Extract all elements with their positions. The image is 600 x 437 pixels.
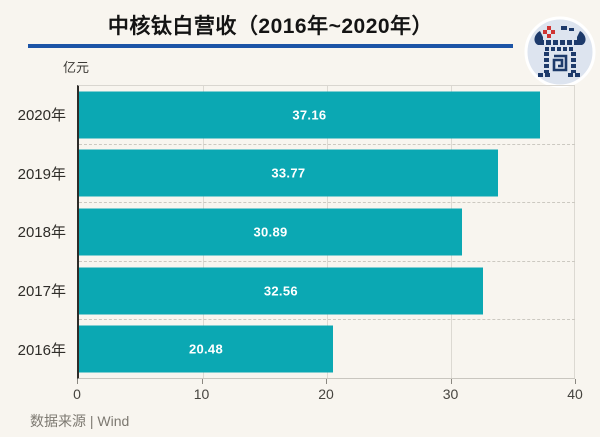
category-label: 2018年 — [17, 224, 66, 242]
revenue-bar: 33.77 — [79, 149, 498, 197]
brand-logo — [523, 15, 597, 89]
axis-tick-label: 0 — [73, 386, 81, 402]
axis-tick-label: 20 — [318, 386, 334, 402]
category-label: 2020年 — [17, 106, 66, 124]
bar-row: 32.56 — [79, 262, 575, 321]
bar-value-label: 30.89 — [253, 224, 288, 240]
title-underline — [28, 44, 513, 48]
bar-row: 20.48 — [79, 320, 575, 378]
bar-row: 37.16 — [79, 86, 575, 145]
axis-tick — [575, 379, 576, 384]
gate-icon — [524, 16, 596, 88]
axis-tick — [326, 379, 327, 384]
axis-tick-label: 30 — [442, 386, 459, 402]
axis-tick — [201, 379, 203, 384]
category-label: 2017年 — [17, 283, 66, 301]
bar-value-label: 20.48 — [188, 341, 223, 357]
category-label: 2016年 — [17, 342, 66, 360]
bar-rows: 37.16 33.77 30.89 32.56 20.48 — [79, 86, 575, 378]
chart-title: 中核钛白营收（2016年~2020年） — [107, 15, 434, 38]
bar-value-label: 33.77 — [271, 165, 306, 181]
bar-value-label: 37.16 — [292, 107, 327, 123]
bar-row: 30.89 — [79, 203, 575, 262]
bar-row: 33.77 — [79, 145, 575, 204]
category-axis: 2020年 2019年 2018年 2017年 2016年 — [0, 85, 70, 379]
plot-area: 37.16 33.77 30.89 32.56 20.48 — [77, 85, 575, 379]
bar-value-label: 32.56 — [263, 283, 298, 299]
revenue-bar: 37.16 — [79, 91, 540, 139]
source-note: 数据来源 | Wind — [30, 413, 130, 429]
axis-tick — [450, 379, 452, 384]
axis-unit-label: 亿元 — [63, 60, 90, 75]
value-axis: 0 10 20 30 40 — [73, 379, 583, 405]
axis-tick-label: 10 — [193, 386, 210, 402]
revenue-bar: 32.56 — [79, 267, 483, 315]
revenue-bar: 30.89 — [79, 208, 463, 256]
axis-tick-label: 40 — [567, 386, 583, 402]
axis-tick — [77, 379, 78, 384]
gridline — [574, 86, 575, 378]
revenue-bar: 20.48 — [79, 325, 333, 373]
category-label: 2019年 — [17, 165, 66, 183]
